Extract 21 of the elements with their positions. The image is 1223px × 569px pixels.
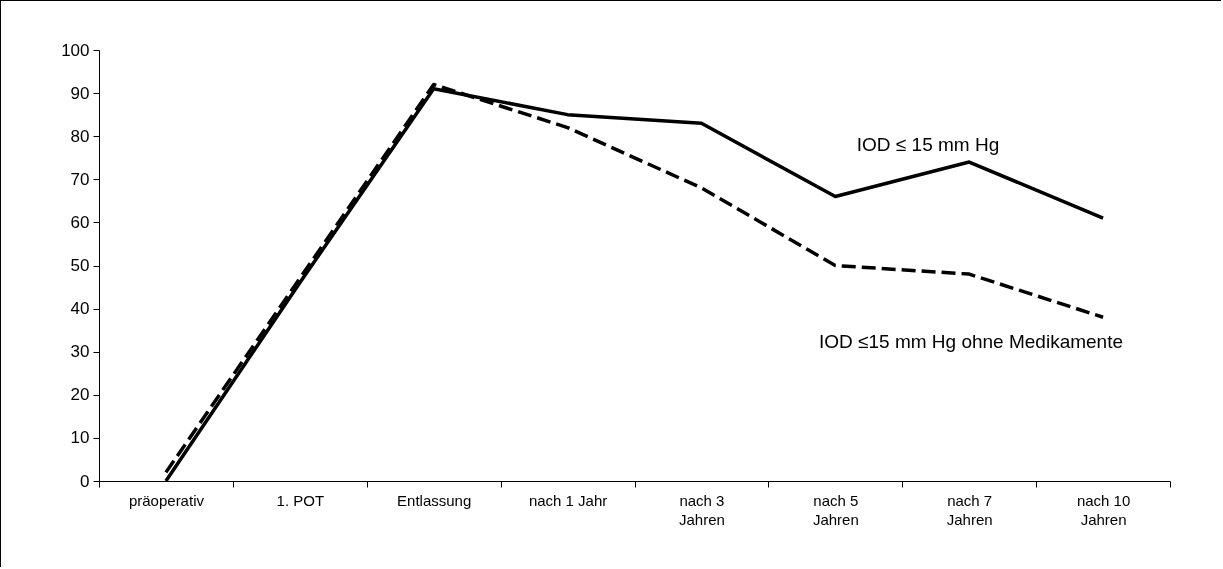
x-tick-label: 1. POT: [276, 491, 325, 509]
series-label: IOD ≤15 mm Hg ohne Medikamente: [819, 331, 1123, 352]
y-tick-label: 90: [70, 83, 90, 103]
x-tick-label: nach 3 Jahren: [679, 491, 725, 528]
x-tick-label: nach 1 Jahr: [528, 491, 608, 509]
x-tick-label: nach 7 Jahren: [946, 491, 993, 528]
y-tick-label: 60: [70, 212, 90, 232]
x-tick-label: Entlassung: [397, 491, 472, 509]
y-tick-label: 30: [70, 342, 90, 362]
y-tick-label: 100: [61, 40, 90, 60]
y-tick-label: 10: [70, 428, 90, 448]
x-tick-label: präoperativ: [128, 491, 205, 509]
y-tick-label: 80: [70, 126, 90, 146]
x-tick-label: nach 5 Jahren: [812, 491, 859, 528]
y-tick-label: 50: [70, 256, 90, 275]
y-tick-label: 20: [70, 385, 90, 405]
y-tick-label: 70: [70, 169, 90, 189]
x-tick-label: nach 10 Jahren: [1076, 491, 1131, 528]
y-tick-label: 40: [70, 299, 90, 319]
y-tick-label: 0: [80, 471, 90, 491]
series-label: IOD ≤ 15 mm Hg: [856, 134, 1000, 155]
